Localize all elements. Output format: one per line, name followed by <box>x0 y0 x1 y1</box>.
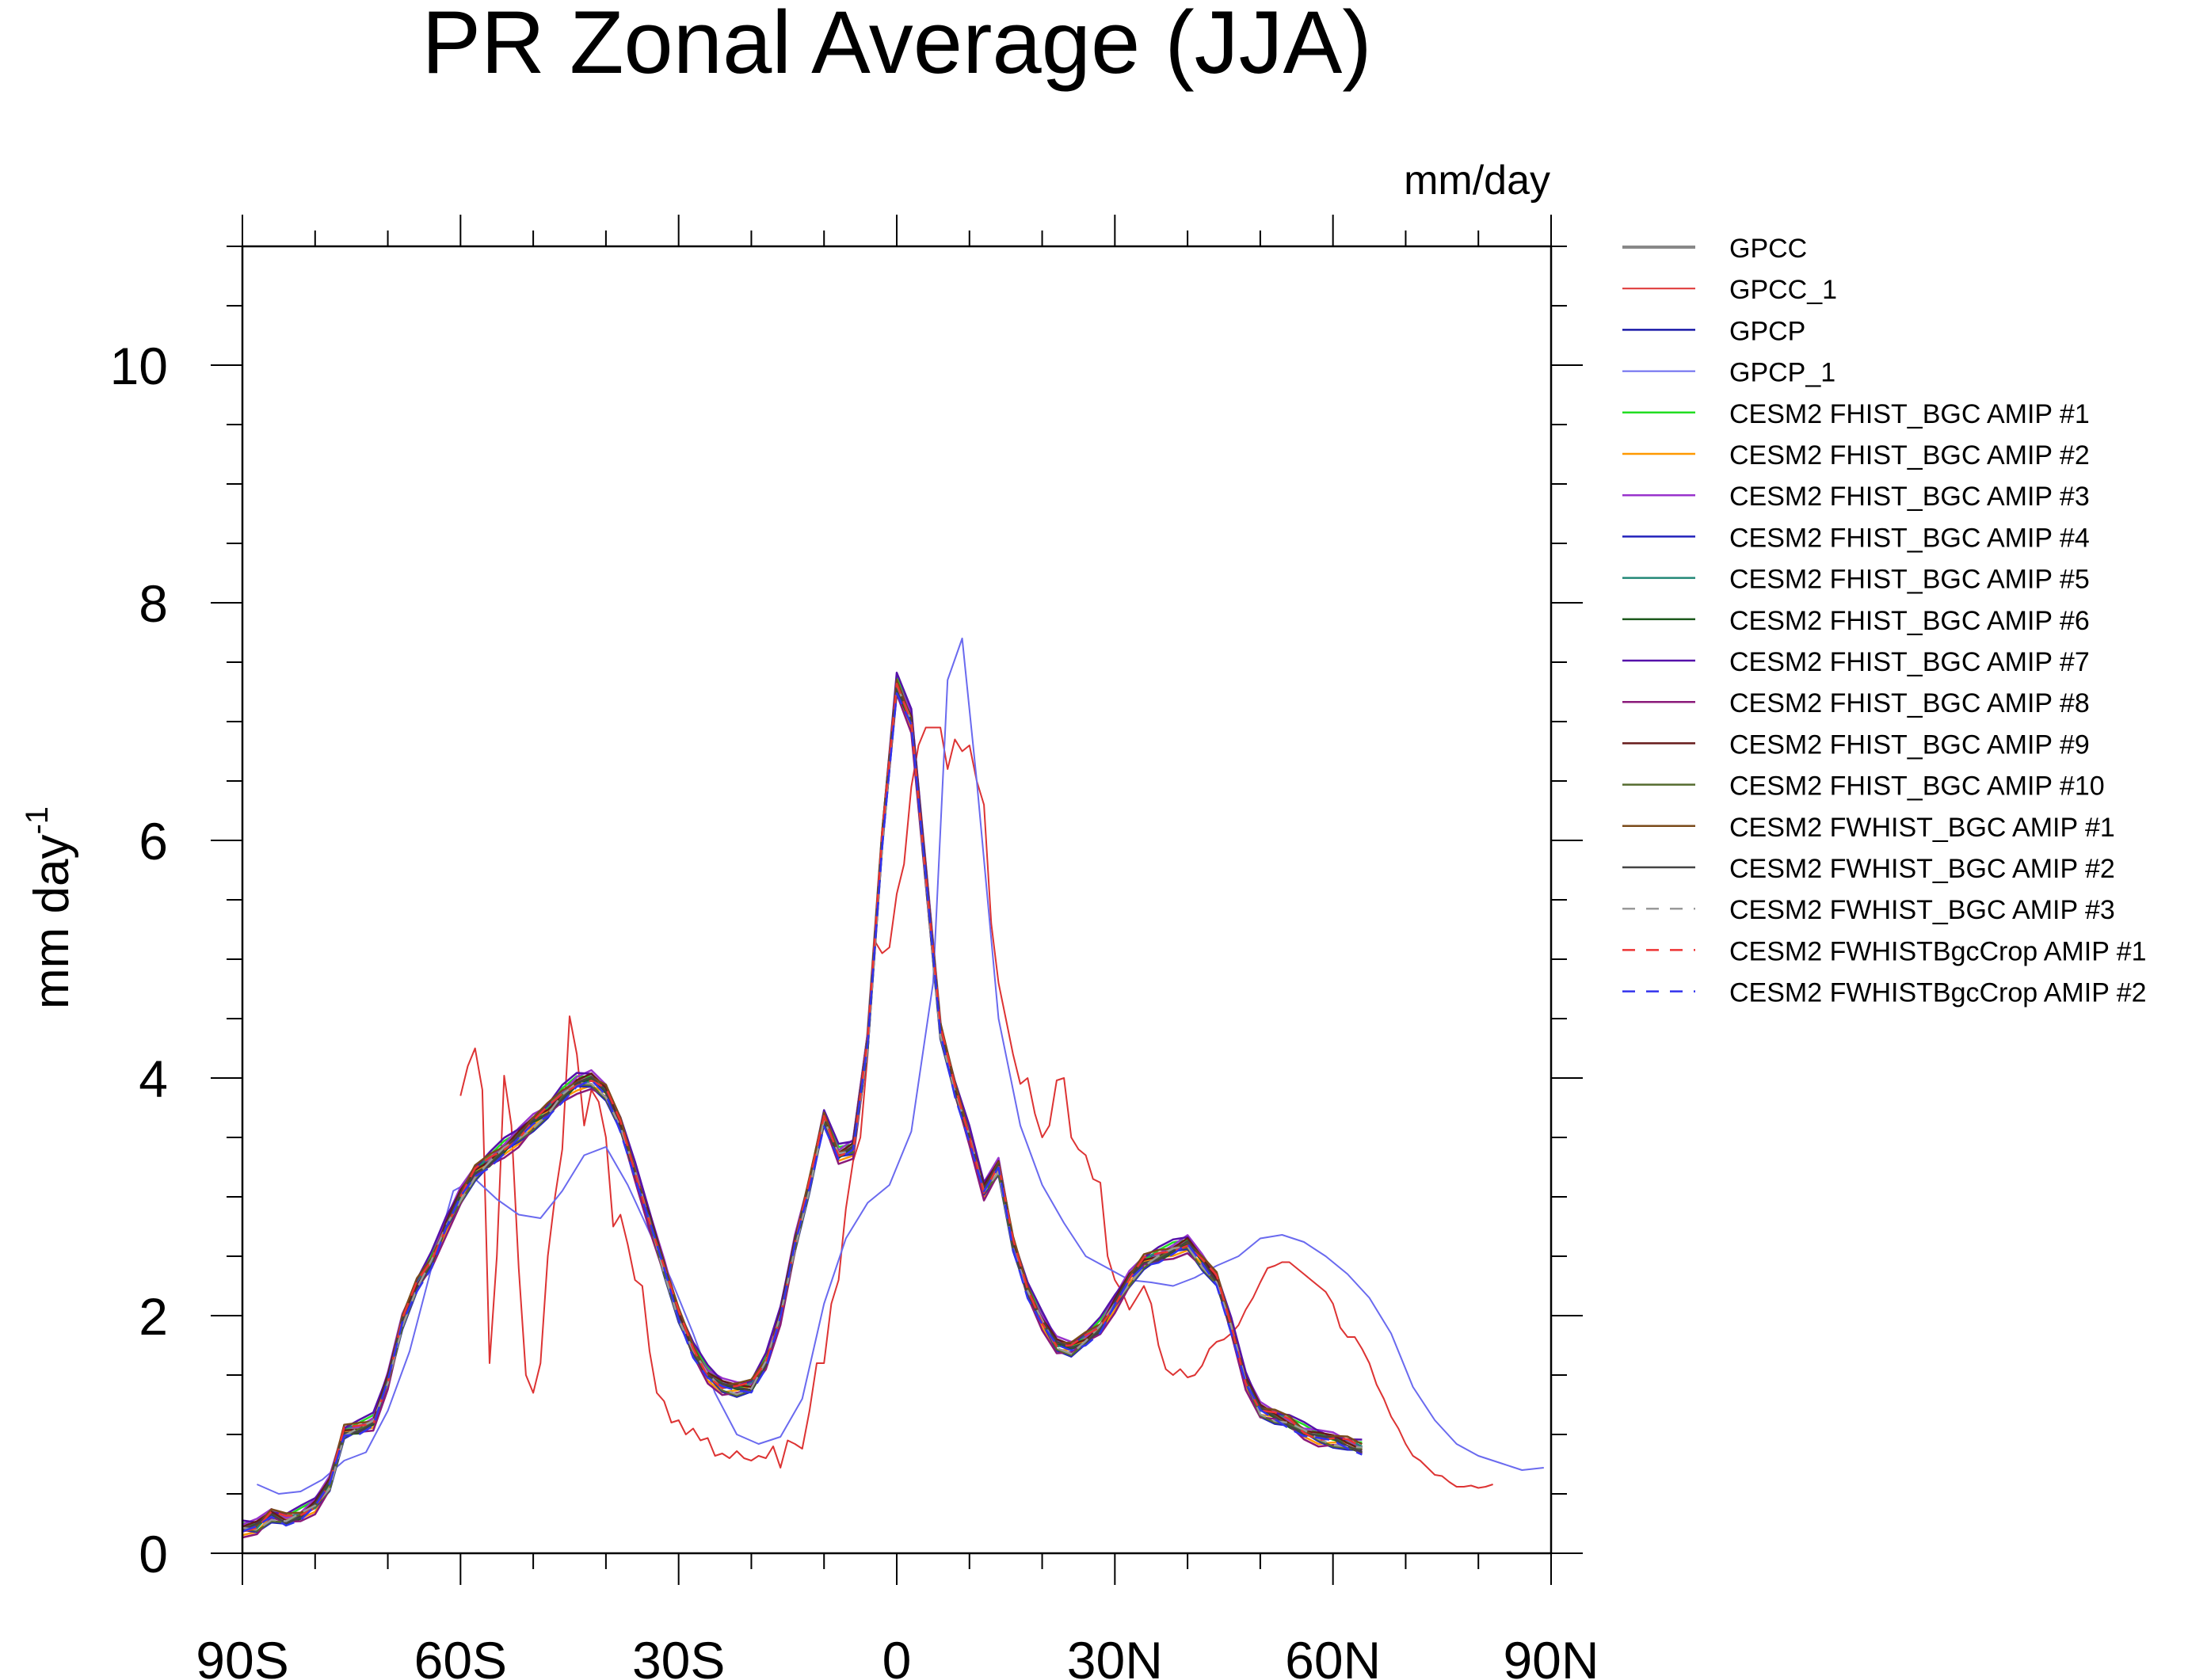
legend-label: CESM2 FHIST_BGC AMIP #9 <box>1729 730 2090 760</box>
legend-label: GPCC <box>1729 234 1807 264</box>
legend-label: CESM2 FWHISTBgcCrop AMIP #2 <box>1729 978 2147 1008</box>
series-line <box>242 682 1363 1533</box>
legend-label: CESM2 FHIST_BGC AMIP #1 <box>1729 399 2090 429</box>
y-axis-label-sup: -1 <box>20 806 55 835</box>
legend: GPCC GPCC_1 GPCP GPCP_1 CESM2 FHIST_BGC AMIP… <box>1622 234 2147 1008</box>
series-line <box>242 690 1363 1532</box>
axis-ticks <box>211 215 1583 1585</box>
legend-label: CESM2 FHIST_BGC AMIP #10 <box>1729 771 2105 802</box>
y-tick-labels: 0 2 4 6 8 10 <box>110 337 168 1583</box>
series-line <box>242 692 1363 1539</box>
legend-label: CESM2 FWHIST_BGC AMIP #1 <box>1729 813 2115 843</box>
legend-label: CESM2 FHIST_BGC AMIP #7 <box>1729 647 2090 677</box>
legend-label: GPCP_1 <box>1729 358 1835 388</box>
series-line <box>242 684 1363 1528</box>
legend-label: CESM2 FHIST_BGC AMIP #2 <box>1729 440 2090 470</box>
units-label: mm/day <box>1404 158 1550 204</box>
series-line <box>242 684 1363 1531</box>
y-axis-label: mm day-1 <box>20 806 79 1009</box>
series-line <box>242 682 1363 1533</box>
series-line <box>242 682 1363 1529</box>
series-line <box>242 678 1363 1530</box>
series-line <box>242 691 1363 1533</box>
series-line <box>257 638 1544 1495</box>
legend-label: CESM2 FWHIST_BGC AMIP #3 <box>1729 895 2115 925</box>
legend-label: CESM2 FHIST_BGC AMIP #5 <box>1729 565 2090 595</box>
series-line <box>242 688 1363 1530</box>
x-tick-label: 30S <box>632 1631 725 1680</box>
legend-label: CESM2 FHIST_BGC AMIP #6 <box>1729 606 2090 636</box>
y-axis-label-main: mm day <box>25 835 79 1009</box>
chart-title: PR Zonal Average (JJA) <box>421 0 1371 92</box>
series-line <box>242 672 1363 1524</box>
legend-label: GPCP <box>1729 316 1805 346</box>
plot-frame <box>241 245 1553 1555</box>
legend-label: CESM2 FHIST_BGC AMIP #3 <box>1729 482 2090 512</box>
series-line <box>242 688 1363 1537</box>
y-tick-label: 8 <box>139 574 168 633</box>
x-tick-label: 90S <box>196 1631 288 1680</box>
series-line <box>242 688 1363 1533</box>
legend-label: GPCC_1 <box>1729 275 1837 305</box>
x-tick-label: 0 <box>882 1631 912 1680</box>
y-tick-label: 10 <box>110 337 168 395</box>
legend-label: CESM2 FHIST_BGC AMIP #8 <box>1729 688 2090 718</box>
x-tick-label: 30N <box>1067 1631 1163 1680</box>
x-tick-label: 90N <box>1503 1631 1599 1680</box>
x-tick-label: 60N <box>1285 1631 1381 1680</box>
x-tick-labels: 90S 60S 30S 0 30N 60N 90N <box>196 1631 1599 1680</box>
y-tick-label: 6 <box>139 812 168 870</box>
x-tick-label: 60S <box>414 1631 507 1680</box>
series-line <box>242 686 1363 1533</box>
y-tick-label: 4 <box>139 1050 168 1108</box>
y-tick-label: 0 <box>139 1525 168 1583</box>
series-line <box>242 682 1363 1532</box>
legend-label: CESM2 FWHISTBgcCrop AMIP #1 <box>1729 936 2147 966</box>
series-lines <box>242 638 1544 1539</box>
y-tick-label: 2 <box>139 1287 168 1346</box>
legend-label: CESM2 FWHIST_BGC AMIP #2 <box>1729 854 2115 884</box>
legend-label: CESM2 FHIST_BGC AMIP #4 <box>1729 523 2090 553</box>
